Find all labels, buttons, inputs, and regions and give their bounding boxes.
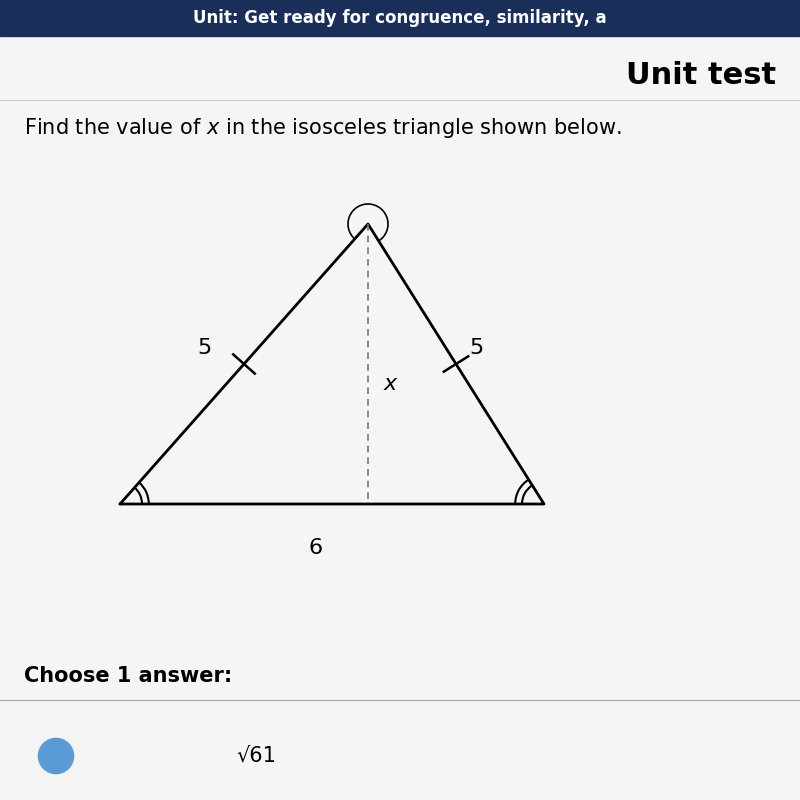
Text: √61: √61	[236, 746, 276, 766]
Text: Unit: Get ready for congruence, similarity, a: Unit: Get ready for congruence, similari…	[193, 9, 607, 27]
Text: Find the value of $x$ in the isosceles triangle shown below.: Find the value of $x$ in the isosceles t…	[24, 116, 622, 140]
Text: 6: 6	[309, 538, 323, 558]
Text: Choose 1 answer:: Choose 1 answer:	[24, 666, 232, 686]
Text: 5: 5	[469, 338, 483, 358]
Text: Unit test: Unit test	[626, 62, 776, 90]
Text: 5: 5	[197, 338, 211, 358]
Text: x: x	[384, 374, 397, 394]
Bar	[0, 0, 800, 36]
Circle shape	[38, 738, 74, 774]
